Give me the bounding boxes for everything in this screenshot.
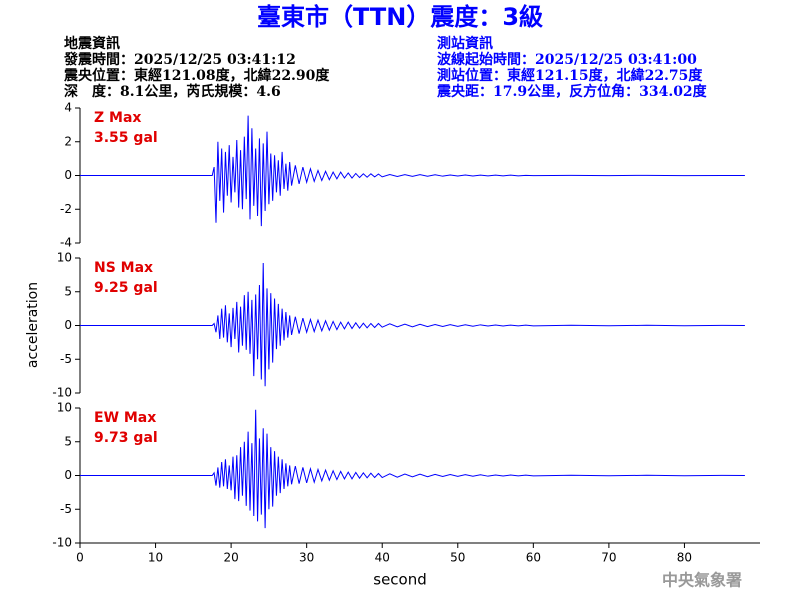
waveform (80, 115, 745, 227)
y-tick-label: 2 (64, 134, 72, 148)
y-tick-label: 0 (64, 318, 72, 332)
max-label: 9.25 gal (94, 280, 158, 296)
y-tick-label: 10 (57, 251, 72, 265)
y-tick-label: -10 (52, 386, 72, 400)
title: 臺東市（TTN）震度：3級 (257, 3, 543, 31)
max-label: 9.73 gal (94, 430, 158, 446)
x-axis-label: second (373, 571, 427, 589)
x-tick-label: 30 (299, 551, 314, 565)
x-tick-label: 50 (450, 551, 465, 565)
info-line: 地震資訊 (64, 35, 120, 52)
y-tick-label: 5 (64, 434, 72, 448)
info-line: 震央位置：東經121.08度，北緯22.90度 (63, 67, 330, 84)
x-tick-label: 70 (601, 551, 616, 565)
info-line: 測站資訊 (437, 35, 493, 52)
y-tick-label: 5 (64, 284, 72, 298)
max-label: 3.55 gal (94, 130, 158, 146)
x-tick-label: 20 (223, 551, 238, 565)
y-tick-label: 4 (64, 101, 72, 115)
footer: 中央氣象署 (662, 571, 742, 590)
y-tick-label: -10 (52, 536, 72, 550)
y-tick-label: -5 (60, 502, 72, 516)
y-tick-label: -5 (60, 352, 72, 366)
waveform (80, 263, 745, 387)
component-label: Z Max (94, 110, 141, 126)
x-tick-label: 60 (526, 551, 541, 565)
x-tick-label: 10 (148, 551, 163, 565)
info-line: 深 度：8.1公里，芮氏規模：4.6 (64, 83, 281, 100)
component-label: NS Max (94, 260, 153, 276)
y-axis-label: acceleration (25, 282, 41, 368)
component-label: EW Max (94, 410, 156, 426)
y-tick-label: 0 (64, 468, 72, 482)
y-tick-label: -2 (60, 202, 72, 216)
y-tick-label: 10 (57, 401, 72, 415)
info-line: 測站位置：東經121.15度，北緯22.75度 (437, 67, 703, 84)
x-tick-label: 0 (76, 551, 84, 565)
info-line: 發震時間：2025/12/25 03:41:12 (63, 51, 296, 68)
info-line: 震央距：17.9公里，反方位角：334.02度 (436, 83, 708, 100)
waveform (80, 409, 745, 529)
y-tick-label: 0 (64, 168, 72, 182)
x-tick-label: 80 (677, 551, 692, 565)
info-line: 波線起始時間：2025/12/25 03:41:00 (437, 51, 697, 68)
y-tick-label: -4 (60, 236, 72, 250)
x-tick-label: 40 (375, 551, 390, 565)
